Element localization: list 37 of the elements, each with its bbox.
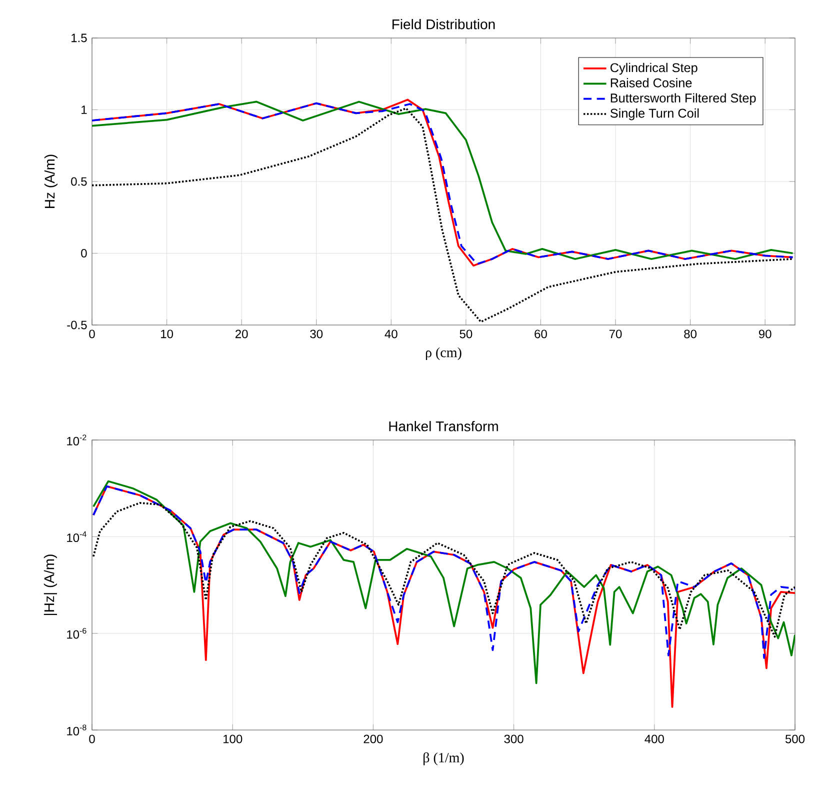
x-axis-title: β (1/m) bbox=[424, 752, 464, 766]
x-tick-label: 0 bbox=[89, 734, 95, 744]
x-tick-label: 60 bbox=[534, 330, 547, 338]
x-tick-label: 50 bbox=[460, 330, 472, 338]
legend-label: Cylindrical Step bbox=[610, 62, 698, 75]
y-tick-label: 1 bbox=[82, 106, 87, 114]
legend-label: Single Turn Coil bbox=[610, 108, 699, 120]
y-tick-label: 0 bbox=[81, 248, 87, 258]
legend-label: Buttersworth Filtered Step bbox=[610, 93, 756, 106]
x-tick-label: 20 bbox=[236, 330, 248, 338]
x-tick-label: 10 bbox=[161, 330, 173, 338]
y-tick-label: 10$^{-8}$ bbox=[67, 724, 86, 736]
x-tick-label: 400 bbox=[644, 734, 664, 744]
y-tick-label: 10$^{-6}$ bbox=[67, 628, 86, 639]
x-axis-title: ρ (cm) bbox=[426, 347, 462, 360]
y-tick-label: 10$^{-2}$ bbox=[67, 434, 86, 446]
x-tick-label: 0 bbox=[89, 330, 95, 338]
x-tick-label: 90 bbox=[758, 330, 772, 338]
x-tick-label: 30 bbox=[310, 330, 323, 338]
y-tick-label: -0.5 bbox=[67, 320, 87, 330]
y-axis-title: Hz (A/m) bbox=[44, 154, 58, 208]
legend-label: Raised Cosine bbox=[610, 78, 692, 88]
y-tick-label: 0.5 bbox=[71, 177, 87, 186]
chart-title: Field Distribution bbox=[392, 19, 495, 30]
y-axis-title: |Hz| (A/m) bbox=[44, 554, 58, 615]
x-tick-label: 80 bbox=[684, 330, 697, 338]
chart-title: Hankel Transform bbox=[389, 421, 498, 432]
x-tick-label: 200 bbox=[364, 734, 383, 744]
x-tick-label: 100 bbox=[224, 734, 242, 744]
x-tick-label: 40 bbox=[384, 330, 398, 338]
x-tick-label: 300 bbox=[504, 734, 524, 744]
x-tick-label: 500 bbox=[785, 734, 805, 744]
y-tick-label: 10$^{-4}$ bbox=[67, 531, 86, 542]
y-tick-label: 1.5 bbox=[72, 34, 87, 42]
x-tick-label: 70 bbox=[609, 330, 622, 338]
line-series bbox=[92, 502, 795, 638]
line-series bbox=[92, 107, 794, 323]
